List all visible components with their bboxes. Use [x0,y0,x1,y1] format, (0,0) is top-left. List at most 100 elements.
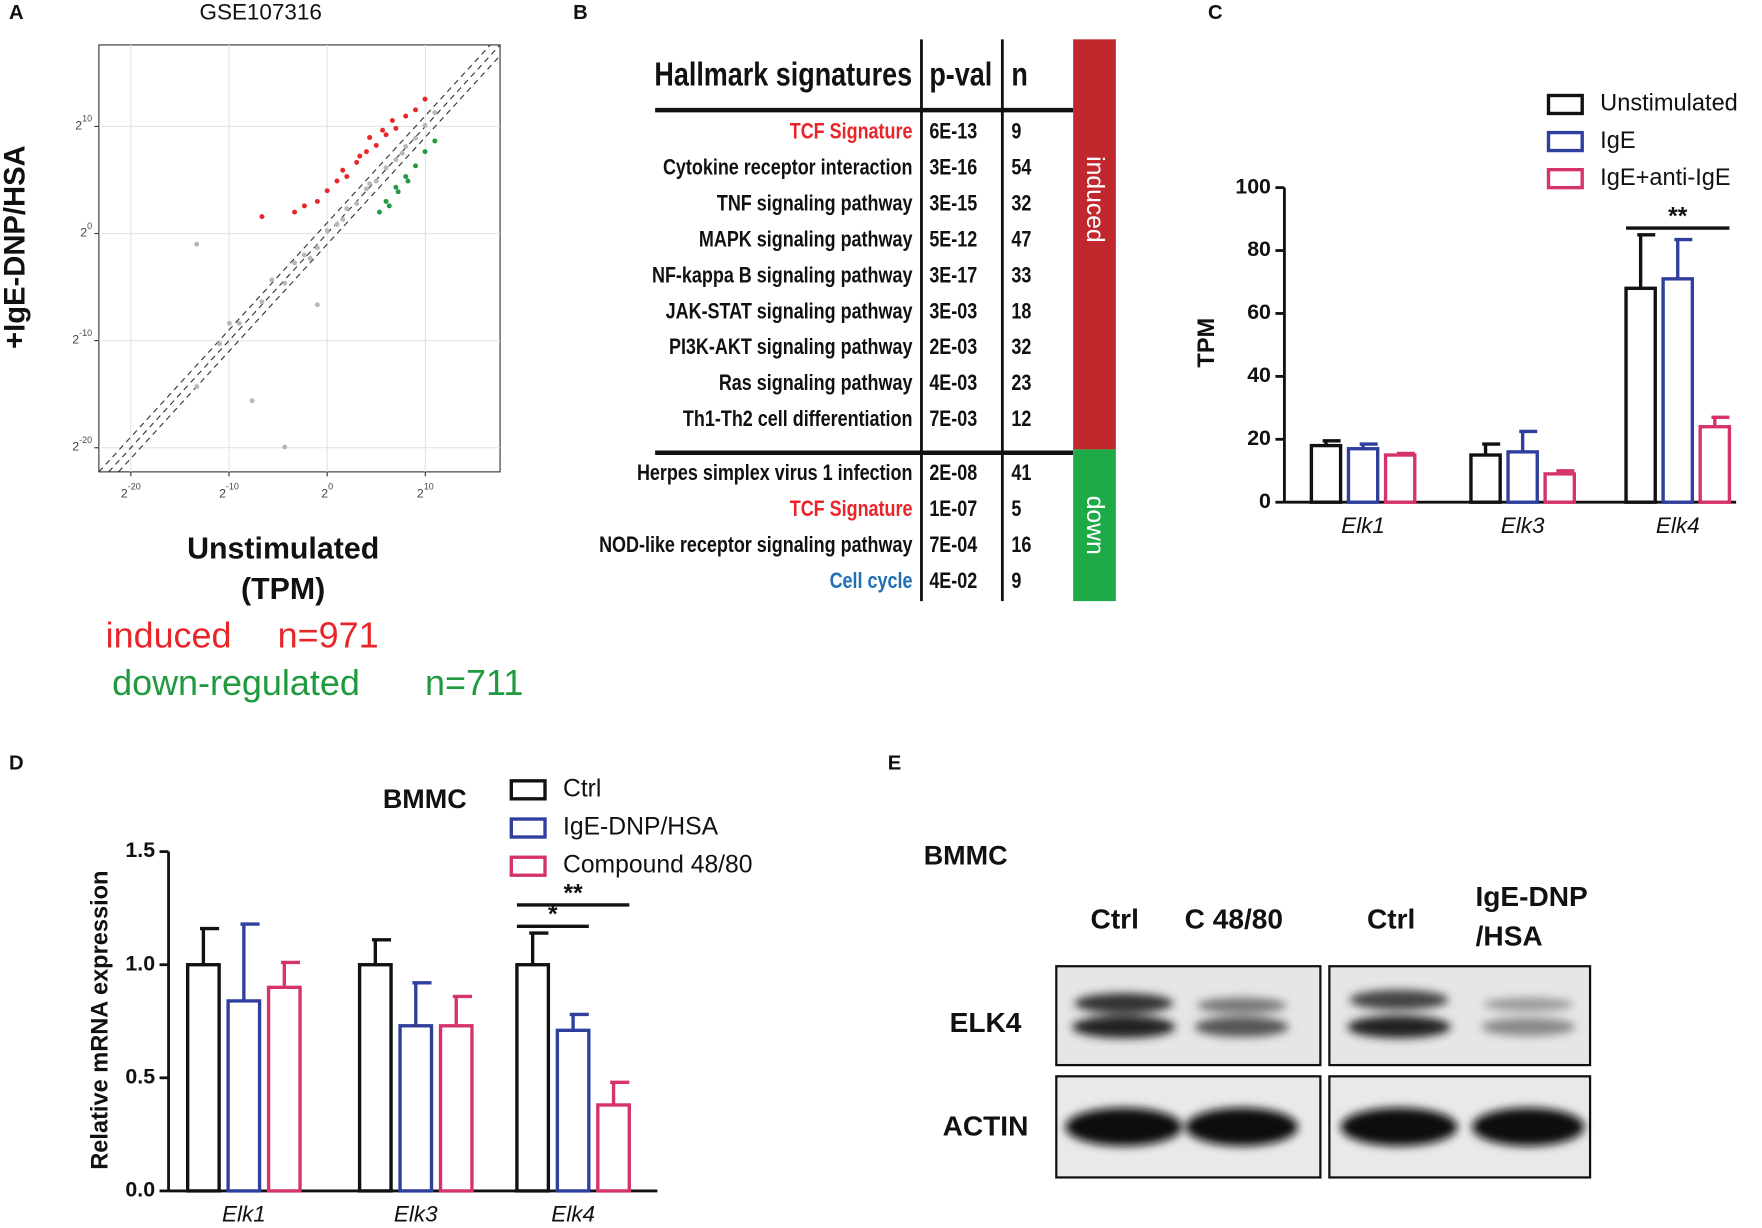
error-bar [1482,442,1501,456]
bar [226,999,262,1193]
cell-text: NF-kappa B signaling pathway [652,264,913,288]
point [373,178,379,184]
bar [185,963,221,1193]
y-tick-label: 0 [1259,489,1271,513]
x-tick-label: Elk3 [1501,513,1545,538]
row-label: ELK4 [950,1007,1022,1038]
chart-title: BMMC [383,784,467,814]
cell: 6E-13 [929,120,977,144]
error-bar [1519,429,1538,452]
cell: 47 [1011,228,1031,252]
legend-swatch [1546,167,1584,190]
cell: Herpes simplex virus 1 infection [637,461,913,485]
cell: Hallmark signatures [654,55,912,93]
cell-text: Herpes simplex virus 1 infection [637,461,913,485]
error-bar [1711,415,1730,427]
error-bar [610,1080,630,1105]
error-bar [280,960,301,988]
x-axis-label: Unstimulated [187,533,379,566]
cell-text: 5E-12 [929,228,977,252]
x-tick-label: Elk4 [1656,513,1700,538]
cell: 9 [1011,120,1021,144]
point [367,135,373,140]
point [301,203,307,209]
row-label: ACTIN [943,1110,1029,1141]
panel-letter: A [9,2,24,24]
point [344,174,350,180]
point [354,159,360,165]
cell-text: 2E-08 [929,461,977,485]
point [413,135,419,141]
bar [1506,450,1539,504]
cell: Ras signaling pathway [719,371,913,395]
lane-label: IgE-DNP [1475,881,1587,912]
x-tick-label: Elk1 [1341,513,1385,538]
tick-label: 2-20 [121,482,141,501]
blot-images [1055,965,1592,1179]
cell-text: 41 [1011,461,1031,485]
tick-base: 2 [72,333,79,347]
cell-text: MAPK signaling pathway [699,228,913,252]
cell-text: 16 [1011,533,1031,557]
tick-label: 2-10 [219,482,239,501]
point [292,209,298,215]
error-bar [1396,451,1415,456]
bar [266,985,302,1193]
y-axis-label: Relative mRNA expression [86,871,112,1170]
point [259,299,265,305]
y-tick-label: 1.5 [125,838,155,862]
cell-text: 4E-03 [929,371,977,395]
point [314,198,320,204]
tick-base: 2 [219,487,226,501]
point [314,245,320,251]
cell: 1E-07 [929,497,977,521]
cell-text: 7E-03 [929,407,977,431]
cell: 5E-12 [929,228,977,252]
annotation: down-regulated [112,662,360,703]
cell: 2E-03 [929,335,977,359]
point [301,252,307,258]
cell-text: 9 [1011,120,1021,144]
error-bar [1556,469,1575,474]
cell: Cytokine receptor interaction [663,156,913,180]
point [236,320,242,326]
cell-text: 3E-16 [929,156,977,180]
lane-label: /HSA [1476,921,1543,952]
point [217,341,222,347]
bar [1469,453,1502,504]
cell-text: 12 [1011,407,1031,431]
bar [1624,286,1657,504]
y-tick-label: 20 [1247,426,1271,450]
cell: p-val [929,55,992,93]
legend-label: Unstimulated [1600,90,1738,116]
point [363,149,369,155]
cell-text: 3E-17 [929,264,977,288]
cell-text: 7E-04 [929,533,978,557]
tick-label: 2-10 [72,328,92,347]
legend-label: IgE [1600,127,1635,153]
bar [1698,425,1732,504]
legend-swatch [509,817,547,839]
error-bar [529,931,549,965]
panel-letter: E [888,752,902,774]
point [357,153,363,159]
group-block [1073,39,1116,450]
point [432,110,438,116]
bar [1661,277,1695,504]
cell-text: 18 [1011,299,1031,323]
cell-text: 6E-13 [929,120,977,144]
point [386,203,392,209]
reference-line [118,55,501,473]
cell: MAPK signaling pathway [699,228,913,252]
bar [1383,453,1417,504]
point [422,149,428,155]
cell: TCF Signature [790,120,913,144]
cell-text: TCF Signature [790,120,913,144]
error-bar [1359,442,1378,449]
point [314,302,320,308]
x-axis-label: (TPM) [241,573,325,606]
point [282,444,288,450]
cell: 54 [1011,156,1032,180]
legend-swatch [509,779,547,801]
plot-area [98,44,501,473]
